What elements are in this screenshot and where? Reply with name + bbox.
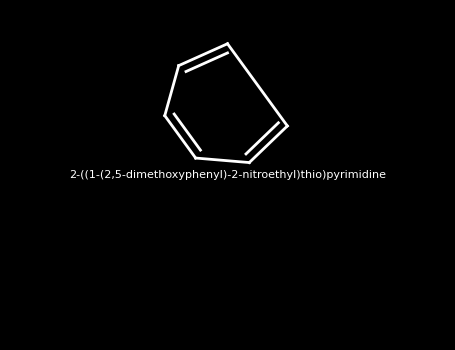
Text: 2-((1-(2,5-dimethoxyphenyl)-2-nitroethyl)thio)pyrimidine: 2-((1-(2,5-dimethoxyphenyl)-2-nitroethyl… — [69, 170, 386, 180]
